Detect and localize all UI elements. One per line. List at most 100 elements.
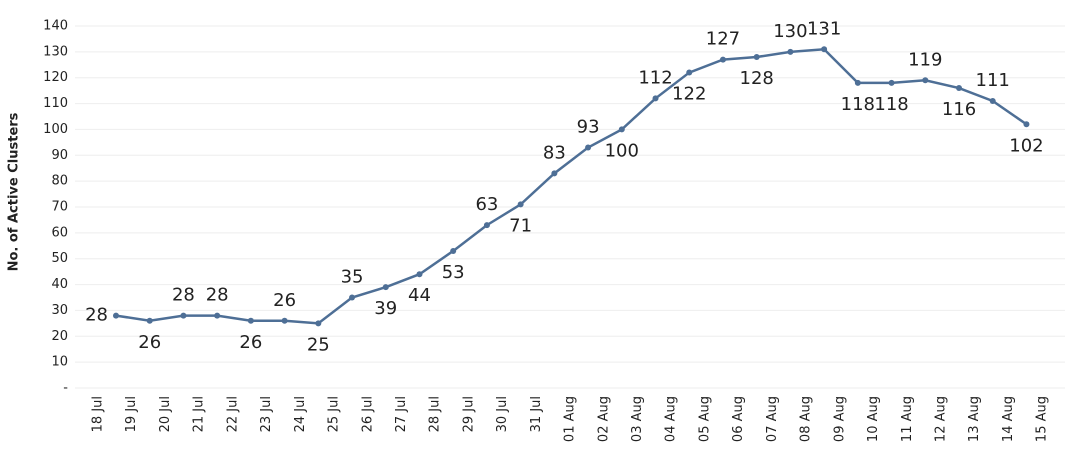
point: [922, 77, 929, 84]
data-label: 44: [408, 285, 431, 306]
point: [315, 320, 322, 327]
x-tick-label: 10 Aug: [866, 396, 881, 442]
data-label: 131: [807, 18, 841, 39]
point: [349, 294, 356, 301]
data-label: 122: [672, 84, 706, 105]
y-tick-label: 140: [43, 19, 68, 34]
x-tick-label: 27 Jul: [394, 396, 409, 432]
x-tick-label: 03 Aug: [630, 396, 645, 442]
point: [382, 284, 389, 291]
x-tick-label: 09 Aug: [832, 396, 847, 442]
data-label: 112: [638, 67, 672, 88]
point: [821, 46, 828, 53]
data-label: 63: [475, 194, 498, 215]
y-tick-label: 80: [51, 174, 68, 189]
point: [686, 69, 693, 76]
x-tick-label: 12 Aug: [934, 396, 949, 442]
y-tick-label: 10: [51, 355, 68, 370]
data-label: 119: [908, 49, 942, 70]
point: [551, 170, 558, 177]
point: [113, 312, 119, 319]
x-tick-label: 13 Aug: [967, 396, 982, 442]
data-label: 127: [706, 29, 740, 50]
x-tick-label: 25 Jul: [327, 396, 342, 432]
y-tick-label: 120: [43, 70, 68, 85]
data-label: 26: [138, 332, 161, 353]
point: [450, 247, 457, 254]
point: [247, 317, 254, 324]
x-tick-label: 04 Aug: [664, 396, 679, 442]
x-tick-label: 24 Jul: [293, 396, 308, 432]
data-label: 39: [374, 298, 397, 319]
point: [1023, 121, 1030, 128]
data-label: 71: [509, 215, 532, 236]
data-label: 102: [1009, 135, 1043, 156]
data-label: 118: [841, 94, 875, 115]
data-label: 28: [85, 305, 108, 326]
x-tick-label: 15 Aug: [1035, 396, 1050, 442]
y-tick-label: 60: [51, 225, 68, 240]
y-tick-label: 20: [51, 329, 68, 344]
x-tick-label: 29 Jul: [461, 396, 476, 432]
x-tick-label: 11 Aug: [900, 396, 915, 442]
data-label: 111: [976, 70, 1010, 91]
y-tick-label: -: [63, 381, 68, 396]
x-tick-label: 28 Jul: [428, 396, 443, 432]
y-tick-label: 90: [51, 148, 68, 163]
point: [753, 54, 760, 61]
y-tick-label: 30: [51, 303, 68, 318]
data-label: 128: [740, 68, 774, 89]
y-axis-title: No. of Active Clusters: [7, 112, 22, 271]
data-label: 53: [442, 262, 465, 283]
data-label: 100: [605, 140, 639, 161]
x-tick-label: 18 Jul: [91, 396, 106, 432]
data-label: 93: [577, 117, 600, 138]
point: [618, 126, 625, 133]
x-tick-label: 22 Jul: [225, 396, 240, 432]
data-label: 83: [543, 142, 566, 163]
y-tick-label: 70: [51, 200, 68, 215]
x-tick-label: 06 Aug: [731, 396, 746, 442]
point: [888, 79, 895, 86]
x-tick-label: 19 Jul: [124, 396, 139, 432]
data-label: 26: [273, 290, 296, 311]
point: [652, 95, 659, 102]
x-tick-label: 31 Jul: [529, 396, 544, 432]
data-label: 28: [206, 285, 229, 306]
x-tick-label: 07 Aug: [765, 396, 780, 442]
x-tick-label: 26 Jul: [360, 396, 375, 432]
x-tick-label: 23 Jul: [259, 396, 274, 432]
point: [483, 222, 490, 229]
data-label: 25: [307, 334, 330, 355]
point: [719, 56, 726, 63]
point: [146, 317, 153, 324]
x-tick-label: 01 Aug: [563, 396, 578, 442]
point: [416, 271, 423, 278]
point: [517, 201, 524, 208]
point: [281, 317, 288, 324]
data-label: 130: [773, 21, 807, 42]
point: [854, 79, 861, 86]
x-tick-label: 02 Aug: [596, 396, 611, 442]
x-tick-label: 20 Jul: [158, 396, 173, 432]
x-tick-label: 21 Jul: [192, 396, 207, 432]
data-label: 116: [942, 99, 976, 120]
y-tick-label: 100: [43, 122, 68, 137]
data-label: 118: [874, 94, 908, 115]
point: [989, 97, 996, 104]
point: [787, 48, 794, 55]
x-tick-label: 05 Aug: [697, 396, 712, 442]
data-label: 26: [239, 332, 262, 353]
y-tick-label: 110: [43, 96, 68, 111]
y-tick-label: 50: [51, 251, 68, 266]
line: [115, 47, 1028, 325]
point: [585, 144, 592, 151]
data-label: 35: [341, 267, 364, 288]
data-label: 28: [172, 285, 195, 306]
y-tick-label: 130: [43, 44, 68, 59]
x-tick-label: 14 Aug: [1001, 396, 1016, 442]
point: [956, 85, 962, 92]
x-tick-label: 08 Aug: [799, 396, 814, 442]
point: [214, 312, 221, 319]
